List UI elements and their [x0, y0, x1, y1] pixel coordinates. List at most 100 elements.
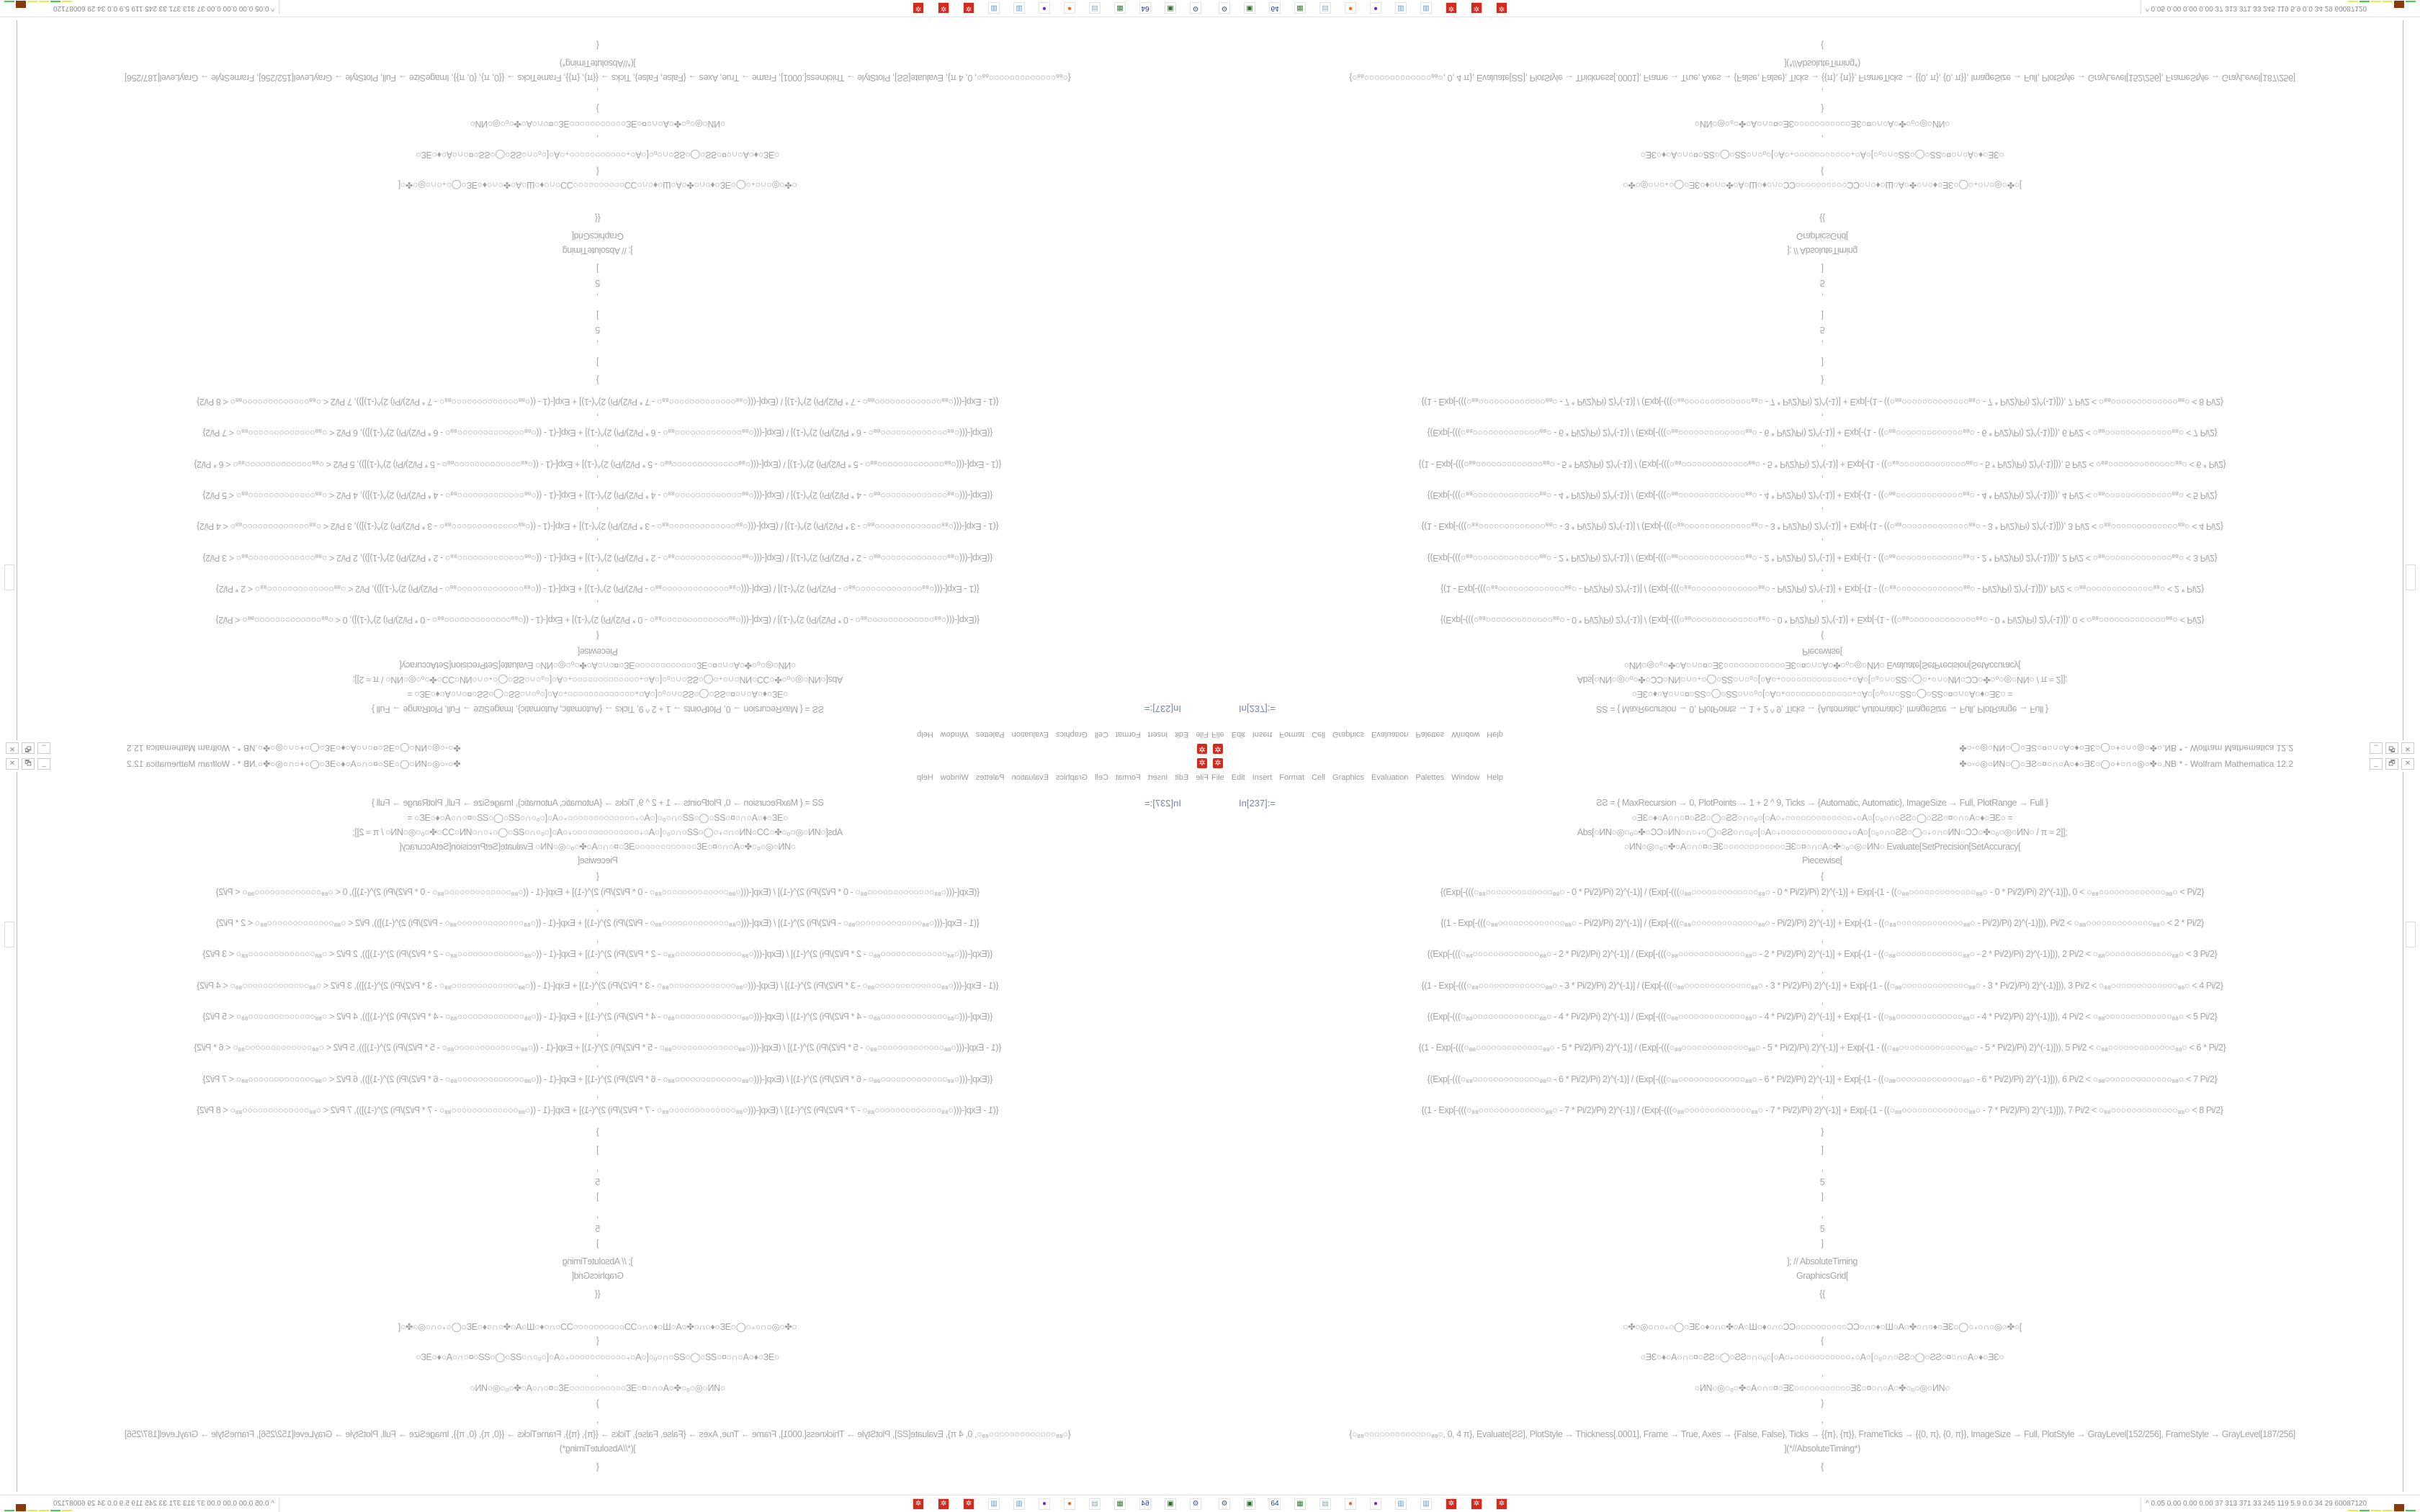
monitor-gear-icon[interactable]: ⚙ [1219, 2, 1230, 14]
menu-edit[interactable]: Edit [1175, 730, 1189, 739]
calculator-icon[interactable]: ▥ [1013, 1498, 1025, 1510]
menu-help[interactable]: Help [917, 730, 933, 739]
menu-insert[interactable]: Insert [1252, 730, 1273, 739]
menu-evaluation[interactable]: Evaluation [1371, 773, 1409, 782]
mathematica-icon[interactable]: ✲ [1471, 1498, 1482, 1510]
mathematica-icon[interactable]: ✲ [913, 2, 924, 14]
calculator-icon[interactable]: ▥ [1013, 2, 1025, 14]
scrollbar-thumb[interactable] [2406, 564, 2416, 590]
menu-window[interactable]: Window [940, 773, 969, 782]
ghost-icon[interactable]: ● [1370, 2, 1381, 14]
calculator-icon[interactable]: ▥ [1420, 1498, 1432, 1510]
monitor-chart-icon[interactable]: ▦ [1114, 2, 1126, 14]
close-button[interactable]: ✕ [6, 758, 19, 770]
monitor-chart-icon[interactable]: ▦ [1294, 1498, 1306, 1510]
notepad-icon[interactable]: ▤ [1089, 1498, 1101, 1510]
mathematica-icon[interactable]: ✲ [1471, 2, 1482, 14]
menu-graphics[interactable]: Graphics [1055, 730, 1088, 739]
menu-edit[interactable]: Edit [1231, 730, 1245, 739]
scrollbar-thumb[interactable] [4, 564, 14, 590]
monitor-gear-icon[interactable]: ⚙ [1190, 1498, 1201, 1510]
mathematica-icon[interactable]: ✲ [963, 2, 974, 14]
menu-palettes[interactable]: Palettes [975, 773, 1005, 782]
notepad-icon[interactable]: ▤ [1319, 1498, 1331, 1510]
mathematica-icon[interactable]: ✲ [1496, 1498, 1507, 1510]
restore-button[interactable]: 🗗 [2385, 742, 2398, 754]
menu-palettes[interactable]: Palettes [1415, 730, 1445, 739]
mathematica-icon[interactable]: ✲ [938, 2, 949, 14]
menu-cell[interactable]: Cell [1094, 773, 1108, 782]
menu-cell[interactable]: Cell [1312, 773, 1326, 782]
tray-chevron-icon[interactable]: ^ [2146, 1500, 2149, 1508]
mathematica-icon[interactable]: ✲ [913, 1498, 924, 1510]
monitor-chart-icon[interactable]: ▦ [1114, 1498, 1126, 1510]
menu-cell[interactable]: Cell [1312, 730, 1326, 739]
menu-window[interactable]: Window [940, 730, 969, 739]
monitor-gear-icon[interactable]: ⚙ [1219, 1498, 1230, 1510]
terminal-icon[interactable]: ▣ [1165, 2, 1176, 14]
menu-palettes[interactable]: Palettes [1415, 773, 1445, 782]
menu-help[interactable]: Help [917, 773, 933, 782]
menu-help[interactable]: Help [1487, 730, 1503, 739]
menu-edit[interactable]: Edit [1175, 773, 1189, 782]
restore-button[interactable]: 🗗 [22, 758, 35, 770]
tray-chevron-icon[interactable]: ^ [271, 1500, 274, 1508]
tray-chevron-icon[interactable]: ^ [271, 4, 274, 12]
menu-insert[interactable]: Insert [1252, 773, 1273, 782]
firefox-icon[interactable]: ● [1064, 1498, 1075, 1510]
menu-help[interactable]: Help [1487, 773, 1503, 782]
calculator-icon[interactable]: ▥ [988, 1498, 1000, 1510]
calculator-icon[interactable]: ▥ [1395, 2, 1407, 14]
menu-window[interactable]: Window [1451, 773, 1480, 782]
ghost-icon[interactable]: ● [1039, 1498, 1050, 1510]
terminal-icon[interactable]: ▣ [1165, 1498, 1176, 1510]
menu-cell[interactable]: Cell [1094, 730, 1108, 739]
menu-file[interactable]: File [1211, 730, 1224, 739]
menu-insert[interactable]: Insert [1147, 730, 1168, 739]
menu-format[interactable]: Format [1115, 730, 1141, 739]
menu-graphics[interactable]: Graphics [1332, 773, 1365, 782]
mathematica-icon[interactable]: ✲ [963, 1498, 974, 1510]
mathematica-icon[interactable]: ✲ [1446, 2, 1457, 14]
firefox-icon[interactable]: ● [1345, 1498, 1356, 1510]
menu-palettes[interactable]: Palettes [975, 730, 1005, 739]
ghost-icon[interactable]: ● [1039, 2, 1050, 14]
minimize-button[interactable]: _ [37, 758, 50, 770]
close-button[interactable]: ✕ [6, 742, 19, 754]
minimize-button[interactable]: _ [2370, 758, 2383, 770]
notepad-icon[interactable]: ▤ [1089, 2, 1101, 14]
minimize-button[interactable]: _ [37, 742, 50, 754]
mathematica-icon[interactable]: ✲ [1496, 2, 1507, 14]
monitor-gear-icon[interactable]: ⚙ [1190, 2, 1201, 14]
notepad-icon[interactable]: ▤ [1319, 2, 1331, 14]
menu-format[interactable]: Format [1279, 773, 1305, 782]
restore-button[interactable]: 🗗 [2385, 758, 2398, 770]
ghost-icon[interactable]: ● [1370, 1498, 1381, 1510]
scrollbar-thumb[interactable] [4, 922, 14, 948]
menu-graphics[interactable]: Graphics [1332, 730, 1365, 739]
menu-evaluation[interactable]: Evaluation [1011, 773, 1049, 782]
close-button[interactable]: ✕ [2401, 758, 2414, 770]
tray-chevron-icon[interactable]: ^ [2146, 4, 2149, 12]
scrollbar-thumb[interactable] [2406, 922, 2416, 948]
menu-file[interactable]: File [1196, 730, 1209, 739]
firefox-icon[interactable]: ● [1345, 2, 1356, 14]
menu-insert[interactable]: Insert [1147, 773, 1168, 782]
calculator-icon[interactable]: ▥ [988, 2, 1000, 14]
menu-evaluation[interactable]: Evaluation [1371, 730, 1409, 739]
menu-window[interactable]: Window [1451, 730, 1480, 739]
menu-graphics[interactable]: Graphics [1055, 773, 1088, 782]
menu-format[interactable]: Format [1279, 730, 1305, 739]
floppy-64-icon[interactable]: 64 [1269, 1498, 1281, 1510]
terminal-icon[interactable]: ▣ [1244, 2, 1255, 14]
floppy-64-icon[interactable]: 64 [1139, 1498, 1151, 1510]
calculator-icon[interactable]: ▥ [1395, 1498, 1407, 1510]
terminal-icon[interactable]: ▣ [1244, 1498, 1255, 1510]
restore-button[interactable]: 🗗 [22, 742, 35, 754]
menu-file[interactable]: File [1196, 773, 1209, 782]
floppy-64-icon[interactable]: 64 [1269, 2, 1281, 14]
mathematica-icon[interactable]: ✲ [938, 1498, 949, 1510]
mathematica-icon[interactable]: ✲ [1446, 1498, 1457, 1510]
menu-format[interactable]: Format [1115, 773, 1141, 782]
menu-evaluation[interactable]: Evaluation [1011, 730, 1049, 739]
